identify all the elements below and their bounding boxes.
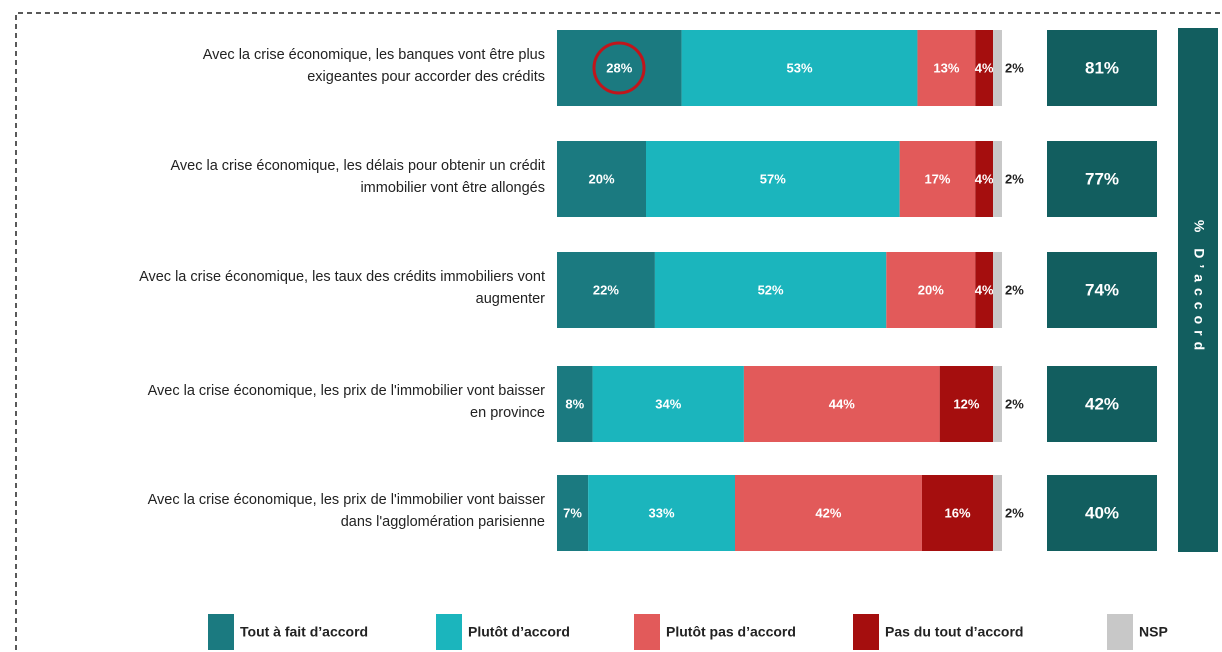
bar-segment: [557, 141, 646, 217]
total-label: 42%: [1085, 394, 1119, 413]
data-label: 8%: [565, 396, 584, 411]
frame: [15, 12, 1222, 650]
totals-title: % D’accord: [1191, 220, 1207, 356]
bar-segment: [588, 475, 735, 551]
bar-segment: [993, 366, 1002, 442]
bar-segment: [743, 366, 940, 442]
bar-segment: [592, 366, 744, 442]
data-label: 4%: [975, 171, 994, 186]
data-label: 7%: [563, 505, 582, 520]
highlight-circle: [592, 41, 646, 95]
data-label: 20%: [588, 171, 614, 186]
data-label: 20%: [918, 282, 944, 297]
data-label: 2%: [1005, 396, 1024, 411]
data-label: 16%: [944, 505, 970, 520]
bar-segment: [917, 30, 976, 106]
data-label: 34%: [655, 396, 681, 411]
total-box: [1047, 366, 1157, 442]
total-box: [1047, 141, 1157, 217]
legend-label: Plutôt pas d’accord: [666, 624, 796, 640]
legend-swatch: [208, 614, 234, 650]
legend-swatch: [1107, 614, 1133, 650]
legend-label: Tout à fait d’accord: [240, 624, 368, 640]
data-label: 17%: [924, 171, 950, 186]
legend-swatch: [853, 614, 879, 650]
legend-swatch: [436, 614, 462, 650]
data-label: 2%: [1005, 505, 1024, 520]
data-label: 12%: [953, 396, 979, 411]
category-label: Avec la crise économique, les délais pou…: [170, 158, 545, 196]
total-label: 40%: [1085, 503, 1119, 522]
data-label: 2%: [1005, 171, 1024, 186]
data-label: 4%: [975, 60, 994, 75]
data-label: 42%: [815, 505, 841, 520]
category-label: Avec la crise économique, les prix de l'…: [147, 492, 545, 530]
category-label: Avec la crise économique, les prix de l'…: [147, 383, 545, 421]
total-box: [1047, 30, 1157, 106]
bar-segment: [921, 475, 994, 551]
bar-segment: [654, 252, 887, 328]
bar-segment: [681, 30, 918, 106]
data-label: 57%: [760, 171, 786, 186]
bar-segment: [886, 252, 976, 328]
total-box: [1047, 475, 1157, 551]
bar-segment: [899, 141, 976, 217]
legend-label: NSP: [1139, 624, 1168, 640]
bar-segment: [993, 30, 1002, 106]
bar-segment: [993, 252, 1002, 328]
bar-segment: [975, 141, 994, 217]
total-box: [1047, 252, 1157, 328]
legend-label: Pas du tout d’accord: [885, 624, 1023, 640]
data-label: 33%: [649, 505, 675, 520]
data-label: 4%: [975, 282, 994, 297]
legend-label: Plutôt d’accord: [468, 624, 570, 640]
category-label: Avec la crise économique, les banques vo…: [202, 47, 545, 85]
data-label: 2%: [1005, 282, 1024, 297]
data-label: 44%: [829, 396, 855, 411]
data-label: 52%: [758, 282, 784, 297]
bar-segment: [646, 141, 900, 217]
category-label: Avec la crise économique, les taux des c…: [139, 269, 545, 307]
bar-segment: [975, 30, 994, 106]
totals-header: [1178, 28, 1218, 552]
data-label: 13%: [933, 60, 959, 75]
total-label: 81%: [1085, 58, 1119, 77]
bar-segment: [975, 252, 994, 328]
bar-segment: [993, 141, 1002, 217]
total-label: 74%: [1085, 280, 1119, 299]
bar-segment: [939, 366, 994, 442]
data-label: 28%: [606, 60, 632, 75]
bar-segment: [557, 366, 593, 442]
data-label: 53%: [787, 60, 813, 75]
data-label: 22%: [593, 282, 619, 297]
bar-segment: [557, 475, 589, 551]
data-label: 2%: [1005, 60, 1024, 75]
bar-segment: [557, 252, 655, 328]
total-label: 77%: [1085, 169, 1119, 188]
bar-segment: [993, 475, 1002, 551]
bar-segment: [735, 475, 922, 551]
legend-swatch: [634, 614, 660, 650]
